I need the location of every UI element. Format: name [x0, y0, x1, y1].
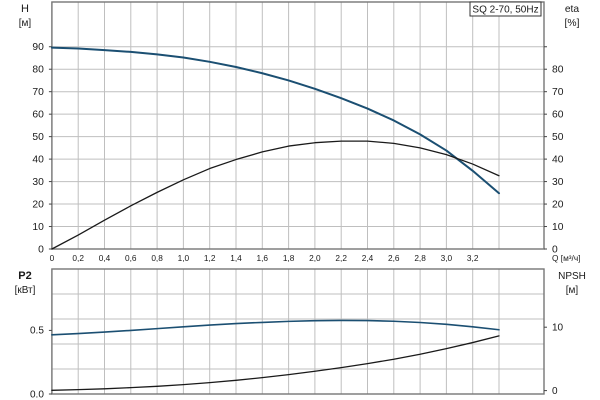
svg-text:[кВт]: [кВт] — [15, 285, 36, 296]
svg-text:30: 30 — [552, 177, 564, 188]
svg-text:0.5: 0.5 — [30, 326, 44, 337]
svg-text:2,0: 2,0 — [309, 253, 321, 263]
svg-text:0.0: 0.0 — [30, 389, 44, 400]
svg-text:H: H — [21, 3, 29, 15]
svg-text:90: 90 — [32, 42, 44, 53]
svg-text:[%]: [%] — [565, 18, 580, 29]
svg-text:eta: eta — [565, 4, 580, 15]
svg-text:50: 50 — [32, 132, 44, 143]
svg-text:3,0: 3,0 — [441, 253, 453, 263]
svg-text:50: 50 — [552, 132, 564, 143]
svg-text:0: 0 — [50, 253, 55, 263]
svg-text:0,4: 0,4 — [99, 253, 111, 263]
svg-text:2,4: 2,4 — [362, 253, 374, 263]
svg-text:20: 20 — [32, 199, 44, 210]
svg-text:20: 20 — [552, 199, 564, 210]
svg-text:[м]: [м] — [19, 18, 32, 29]
svg-text:0,6: 0,6 — [125, 253, 137, 263]
svg-text:3,2: 3,2 — [467, 253, 479, 263]
svg-text:10: 10 — [552, 222, 564, 233]
svg-text:1,8: 1,8 — [283, 253, 295, 263]
svg-text:80: 80 — [32, 65, 44, 76]
svg-text:Q [м³/ч]: Q [м³/ч] — [552, 253, 580, 263]
svg-text:1,0: 1,0 — [178, 253, 190, 263]
svg-text:1,2: 1,2 — [204, 253, 216, 263]
svg-text:SQ 2-70, 50Hz: SQ 2-70, 50Hz — [472, 4, 538, 15]
svg-text:10: 10 — [552, 323, 564, 334]
svg-text:40: 40 — [552, 154, 564, 165]
svg-text:2,2: 2,2 — [335, 253, 347, 263]
svg-text:30: 30 — [32, 177, 44, 188]
svg-text:60: 60 — [552, 109, 564, 120]
svg-text:P2: P2 — [18, 270, 31, 282]
svg-text:NPSH: NPSH — [558, 271, 586, 282]
svg-text:60: 60 — [32, 109, 44, 120]
svg-text:[м]: [м] — [566, 285, 579, 296]
svg-text:70: 70 — [32, 87, 44, 98]
svg-text:2,8: 2,8 — [414, 253, 426, 263]
svg-text:1,6: 1,6 — [257, 253, 269, 263]
svg-text:80: 80 — [552, 65, 564, 76]
svg-text:0,8: 0,8 — [151, 253, 163, 263]
svg-text:0,2: 0,2 — [72, 253, 84, 263]
svg-text:2,6: 2,6 — [388, 253, 400, 263]
svg-text:70: 70 — [552, 87, 564, 98]
svg-text:0: 0 — [38, 244, 44, 255]
svg-text:10: 10 — [32, 222, 44, 233]
svg-text:1,4: 1,4 — [230, 253, 242, 263]
svg-text:40: 40 — [32, 154, 44, 165]
svg-text:0: 0 — [552, 386, 558, 397]
